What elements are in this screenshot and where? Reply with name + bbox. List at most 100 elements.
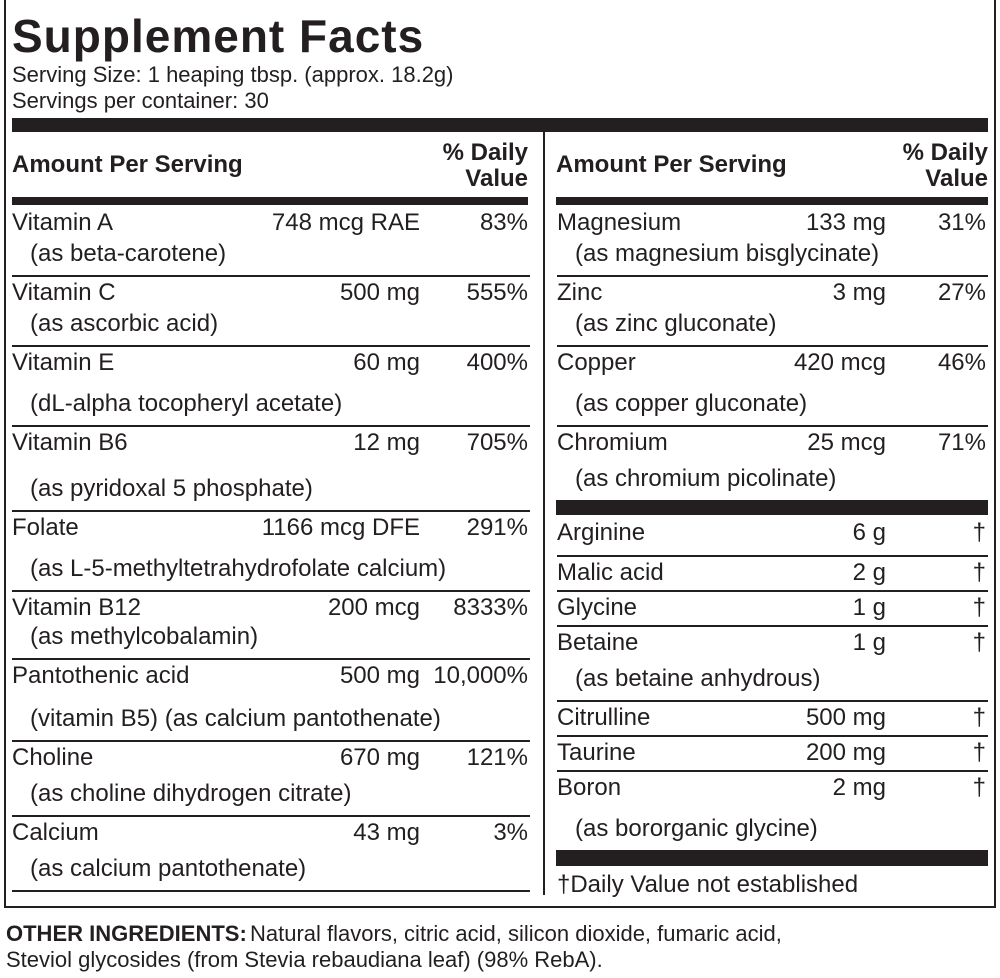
daily-value: † (972, 739, 986, 766)
nutrient-amount: 200 mcg (327, 594, 420, 621)
nutrient-amount: 500 mg (339, 662, 420, 689)
row-rule (557, 275, 988, 277)
nutrient-name: Glycine (557, 594, 638, 621)
nutrient-name: Vitamin B6 (12, 429, 128, 456)
daily-value: † (972, 559, 986, 586)
nutrient-name: Vitamin A (12, 209, 113, 236)
nutrient-amount: 200 mg (805, 739, 886, 766)
daily-value-header: % Daily Value (902, 139, 988, 192)
row-rule (557, 770, 988, 772)
other-ingredients-line: Steviol glycosides (from Stevia rebaudia… (6, 947, 603, 972)
daily-value: 46% (937, 349, 986, 376)
row-rule (557, 625, 988, 627)
nutrient-source: (dL-alpha tocopheryl acetate) (30, 390, 343, 417)
daily-value: 400% (466, 349, 528, 376)
row-rule (12, 740, 530, 742)
nutrient-name: Boron (557, 774, 622, 801)
daily-value: 291% (466, 514, 528, 541)
nutrient-amount: 2 mg (832, 774, 886, 801)
nutrient-amount: 748 mcg RAE (271, 209, 420, 236)
row-rule (557, 425, 988, 427)
daily-value: † (972, 519, 986, 546)
nutrient-source: (as beta-carotene) (30, 240, 227, 267)
nutrient-name: Copper (557, 349, 636, 376)
nutrient-amount: 1166 mcg DFE (261, 514, 420, 541)
column-header: Amount Per Serving (556, 151, 787, 178)
nutrient-source: (as L-5-methyltetrahydrofolate calcium) (30, 555, 447, 582)
daily-value: 71% (937, 429, 986, 456)
row-rule (12, 425, 530, 427)
nutrient-source: (as methylcobalamin) (30, 623, 259, 650)
nutrient-amount: 60 mg (353, 349, 420, 376)
nutrient-source: (as magnesium bisglycinate) (575, 240, 880, 267)
nutrient-amount: 3 mg (832, 279, 886, 306)
daily-value: † (972, 629, 986, 656)
nutrient-amount: 1 g (852, 594, 886, 621)
row-rule (557, 735, 988, 737)
thick-rule (12, 197, 528, 205)
daily-value: 27% (937, 279, 986, 306)
nutrient-amount: 2 g (852, 559, 886, 586)
daily-value: 31% (937, 209, 986, 236)
row-rule (12, 815, 530, 817)
daily-value: 705% (466, 429, 528, 456)
nutrient-name: Pantothenic acid (12, 662, 190, 689)
thick-rule (12, 118, 988, 132)
row-rule (12, 510, 530, 512)
nutrient-amount: 500 mg (805, 704, 886, 731)
nutrient-name: Folate (12, 514, 79, 541)
nutrient-amount: 420 mcg (793, 349, 886, 376)
nutrient-name: Vitamin B12 (12, 594, 141, 621)
daily-value: † (972, 774, 986, 801)
daily-value-header: % Daily Value (442, 139, 528, 192)
daily-value: 8333% (453, 594, 528, 621)
nutrient-amount: 133 mg (805, 209, 886, 236)
nutrient-amount: 43 mg (353, 819, 420, 846)
nutrient-name: Zinc (557, 279, 603, 306)
nutrient-name: Taurine (557, 739, 636, 766)
nutrient-amount: 12 mg (353, 429, 420, 456)
row-rule (12, 345, 530, 347)
nutrient-amount: 670 mg (339, 744, 420, 771)
nutrient-source: (as chromium picolinate) (575, 465, 837, 492)
row-rule (12, 658, 530, 660)
nutrient-amount: 6 g (852, 519, 886, 546)
thick-rule (556, 850, 988, 866)
daily-value: † (972, 594, 986, 621)
other-ingredients-label: OTHER INGREDIENTS: (6, 921, 247, 946)
daily-value: † (972, 704, 986, 731)
row-rule (557, 345, 988, 347)
nutrient-name: Calcium (12, 819, 99, 846)
daily-value: 3% (493, 819, 528, 846)
title: Supplement Facts (12, 10, 425, 62)
nutrient-name: Citrulline (557, 704, 651, 731)
nutrient-source: (as calcium pantothenate) (30, 855, 307, 882)
servings-per-container: Servings per container: 30 (12, 88, 269, 113)
nutrient-name: Choline (12, 744, 94, 771)
nutrient-name: Vitamin E (12, 349, 115, 376)
nutrient-source: (as choline dihydrogen citrate) (30, 780, 352, 807)
daily-value: 83% (479, 209, 528, 236)
row-rule (12, 275, 530, 277)
nutrient-source: (vitamin B5) (as calcium pantothenate) (30, 705, 441, 732)
thick-rule (556, 197, 988, 205)
nutrient-name: Betaine (557, 629, 639, 656)
nutrient-name: Vitamin C (12, 279, 116, 306)
footnote: †Daily Value not established (557, 871, 859, 898)
nutrient-amount: 500 mg (339, 279, 420, 306)
daily-value: 555% (466, 279, 528, 306)
row-rule (557, 590, 988, 592)
row-rule (12, 890, 530, 892)
nutrient-name: Malic acid (557, 559, 664, 586)
other-ingredients-line: Natural flavors, citric acid, silicon di… (250, 921, 782, 946)
nutrient-name: Chromium (557, 429, 668, 456)
nutrient-source: (as ascorbic acid) (30, 310, 219, 337)
supplement-facts-panel (4, 0, 996, 908)
nutrient-amount: 1 g (852, 629, 886, 656)
nutrient-source: (as betaine anhydrous) (575, 665, 821, 692)
nutrient-source: (as zinc gluconate) (575, 310, 777, 337)
nutrient-source: (as pyridoxal 5 phosphate) (30, 475, 313, 502)
nutrient-source: (as bororganic glycine) (575, 815, 818, 842)
row-rule (557, 555, 988, 557)
